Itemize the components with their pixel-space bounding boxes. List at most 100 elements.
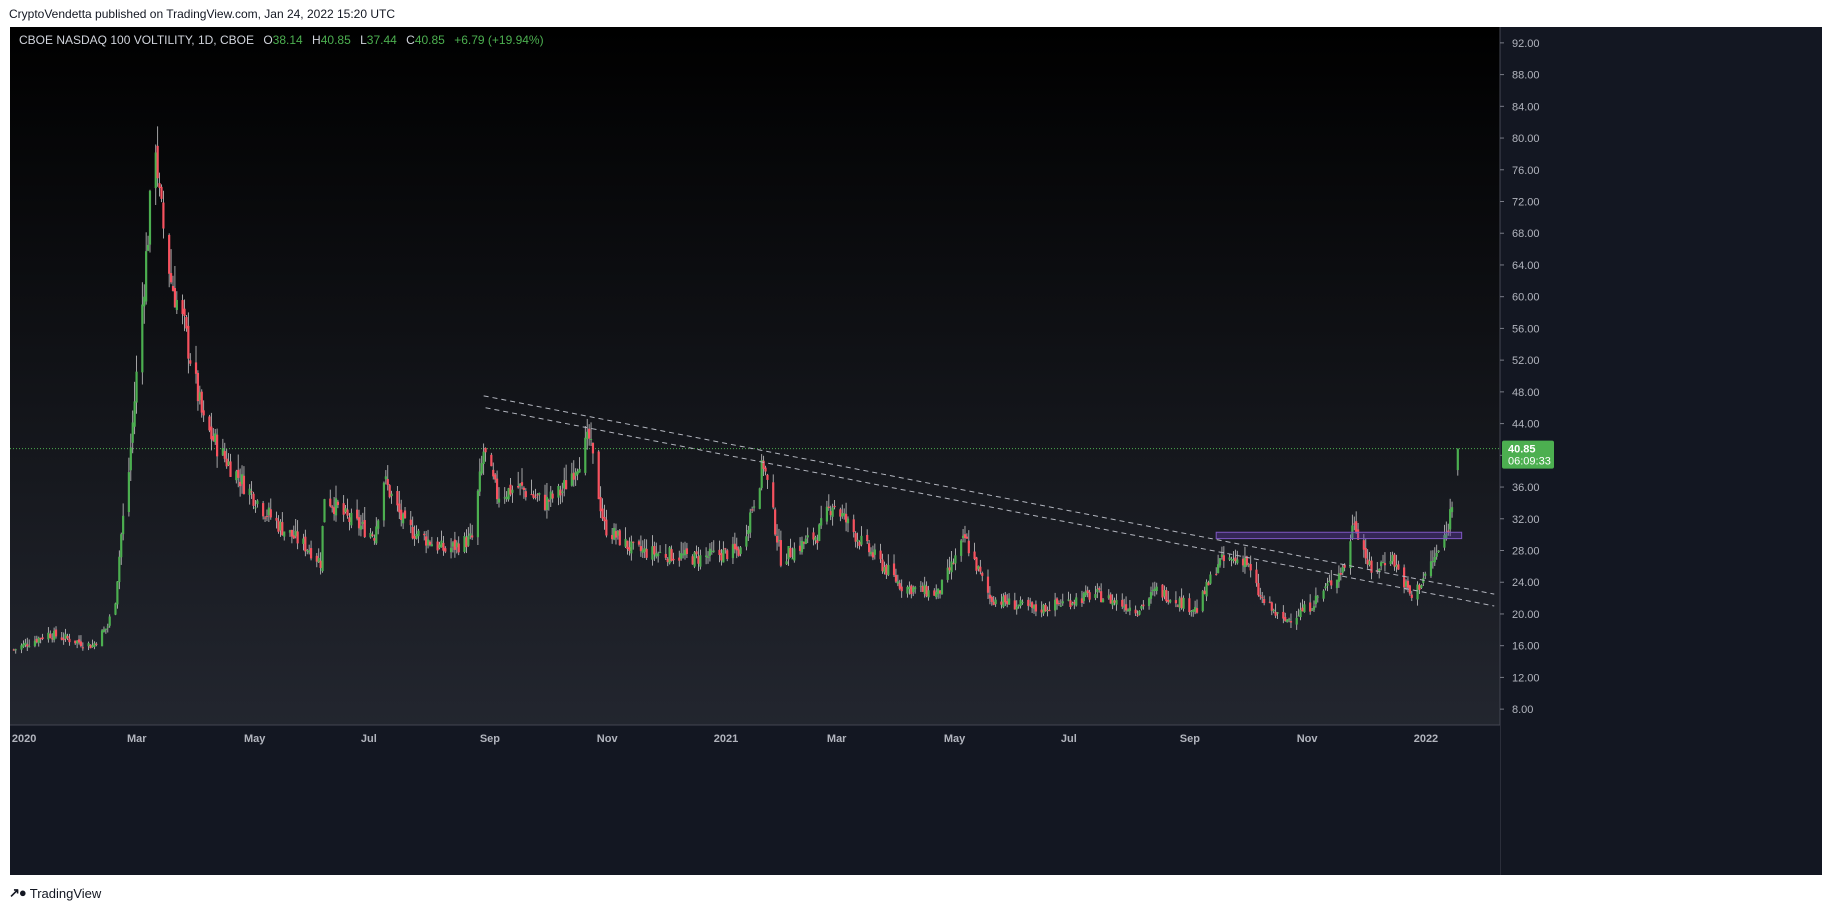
candle-body <box>860 535 863 545</box>
candle-body <box>814 537 817 541</box>
candle-body <box>200 391 203 413</box>
candle-body <box>758 488 761 509</box>
candle-body <box>1270 602 1273 611</box>
candle-body <box>1393 554 1396 567</box>
candle-body <box>208 416 211 431</box>
candle-body <box>1443 535 1446 548</box>
candle-body <box>160 186 163 199</box>
candle-body <box>1236 559 1239 564</box>
candle-body <box>871 552 875 558</box>
candle-body <box>212 435 215 441</box>
candle-body <box>967 540 970 554</box>
trendline <box>483 395 1495 595</box>
y-tick-label: 80.00 <box>1512 133 1540 145</box>
candle-body <box>1153 588 1156 592</box>
footer[interactable]: ↗● TradingView <box>9 885 101 901</box>
candle-body <box>892 563 896 576</box>
candle-body <box>409 519 412 526</box>
candle-body <box>281 522 284 536</box>
candle-body <box>549 491 552 500</box>
candle-body <box>927 590 930 598</box>
y-tick-label: 52.00 <box>1512 355 1540 367</box>
candle-body <box>710 551 713 553</box>
candle-body <box>1207 582 1210 586</box>
candle-body <box>1096 589 1099 593</box>
candle-body <box>843 513 846 516</box>
last-price-value: 40.85 <box>1508 444 1536 456</box>
candle-body <box>643 548 646 552</box>
candle-body <box>856 539 859 542</box>
candle-body <box>425 536 428 546</box>
low-label: L <box>360 33 367 47</box>
candle-body <box>975 557 978 571</box>
candles <box>12 126 1459 654</box>
last-price-badge <box>1502 440 1554 469</box>
candle-body <box>1048 609 1051 612</box>
candle-body <box>1004 595 1007 603</box>
candle-body <box>133 401 136 427</box>
candle-body <box>317 557 320 563</box>
candle-body <box>89 644 92 649</box>
candle-body <box>1040 609 1043 613</box>
candle-body <box>480 463 483 474</box>
candle-body <box>1140 605 1143 609</box>
candle-body <box>104 628 107 630</box>
candle-body <box>812 532 815 540</box>
y-tick-label: 72.00 <box>1512 197 1540 209</box>
candle-body <box>122 515 125 535</box>
candle-body <box>530 494 533 496</box>
candle-body <box>766 474 769 480</box>
y-tick-label: 36.00 <box>1512 482 1540 494</box>
candle-body <box>963 534 967 539</box>
candle-body <box>912 587 915 593</box>
candle-body <box>873 549 876 555</box>
candle-body <box>910 585 913 595</box>
candle-body <box>114 603 117 615</box>
candle-body <box>586 431 589 439</box>
candle-body <box>1295 617 1298 625</box>
candle-body <box>1071 603 1074 605</box>
candle-body <box>329 498 332 507</box>
candle-body <box>1301 607 1304 612</box>
candle-body <box>1243 558 1247 568</box>
candle-body <box>503 497 506 499</box>
candle-body <box>708 548 712 556</box>
candle-body <box>1111 599 1114 606</box>
candle-body <box>47 632 50 640</box>
candle-body <box>214 433 217 443</box>
candle-body <box>697 556 700 564</box>
candle-body <box>1084 591 1087 596</box>
candle-body <box>827 506 830 508</box>
candle-body <box>691 556 694 565</box>
y-tick-label: 56.00 <box>1512 323 1540 335</box>
chart-area[interactable]: 92.00 88.00 84.00 80.00 76.00 72.00 68.00 64.00… <box>10 27 1822 875</box>
time-axis-panel <box>10 725 1500 875</box>
x-tick-label: Nov <box>1297 733 1319 745</box>
candle-body <box>1257 583 1260 596</box>
candle-body <box>497 498 501 503</box>
candlestick-chart[interactable]: 92.00 88.00 84.00 80.00 76.00 72.00 68.00 64.00… <box>10 27 1822 875</box>
candle-body <box>1034 604 1038 612</box>
candle-body <box>1261 597 1264 599</box>
candle-body <box>20 645 23 650</box>
candle-body <box>355 509 359 519</box>
candle-body <box>386 479 389 486</box>
candle-body <box>60 637 63 640</box>
candle-body <box>772 482 775 508</box>
candle-body <box>1069 600 1072 607</box>
candle-body <box>1274 611 1277 616</box>
candle-body <box>820 518 823 526</box>
candle-body <box>726 550 729 560</box>
candle-body <box>1378 568 1381 572</box>
candle-body <box>524 491 527 498</box>
candle-body <box>402 513 405 524</box>
candle-body <box>651 546 654 560</box>
candle-body <box>867 543 871 553</box>
candle-body <box>398 503 401 513</box>
candle-body <box>145 251 148 302</box>
candle-body <box>1032 605 1036 609</box>
candle-body <box>1356 529 1360 540</box>
y-tick-label: 44.00 <box>1512 419 1540 431</box>
y-tick-label: 88.00 <box>1512 70 1540 82</box>
